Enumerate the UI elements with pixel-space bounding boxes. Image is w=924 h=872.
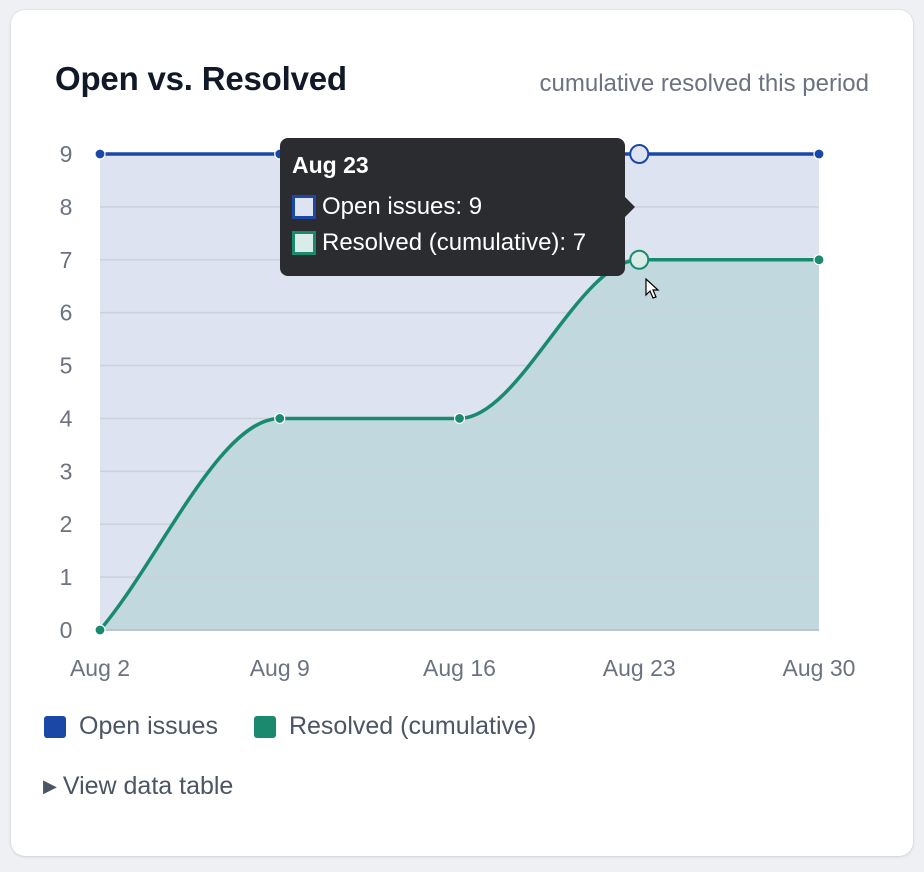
point-resolved bbox=[94, 624, 106, 636]
point-resolved bbox=[453, 412, 466, 425]
view-data-table-toggle[interactable]: ▶ View data table bbox=[43, 772, 233, 801]
tooltip-row-open: Open issues: 9 bbox=[292, 193, 613, 221]
legend-label-open: Open issues bbox=[79, 712, 218, 740]
x-tick-label: Aug 9 bbox=[250, 655, 310, 681]
point-open-issues bbox=[94, 148, 106, 160]
y-tick-label: 2 bbox=[60, 511, 73, 537]
point-resolved bbox=[813, 254, 825, 266]
y-tick-label: 4 bbox=[60, 405, 73, 431]
y-tick-label: 8 bbox=[60, 194, 73, 220]
view-data-table-label: View data table bbox=[62, 772, 234, 800]
tooltip-row-resolved: Resolved (cumulative): 7 bbox=[292, 229, 613, 257]
area-resolved bbox=[100, 259, 819, 630]
point-open-issues bbox=[629, 144, 650, 164]
chart-tooltip: Aug 23 Open issues: 9 Resolved (cumulati… bbox=[280, 138, 635, 276]
x-tick-label: Aug 23 bbox=[603, 655, 676, 681]
tooltip-swatch-resolved bbox=[292, 231, 316, 255]
x-tick-label: Aug 30 bbox=[783, 655, 856, 681]
y-tick-label: 3 bbox=[60, 458, 73, 484]
y-tick-label: 9 bbox=[60, 141, 73, 167]
y-tick-label: 0 bbox=[60, 617, 73, 643]
legend-item-resolved[interactable]: Resolved (cumulative) bbox=[253, 712, 537, 741]
tooltip-label-open: Open issues: 9 bbox=[322, 193, 483, 220]
legend-label-resolved: Resolved (cumulative) bbox=[288, 712, 537, 740]
tooltip-swatch-open bbox=[292, 195, 316, 219]
legend-swatch-open bbox=[44, 715, 66, 738]
y-tick-label: 1 bbox=[60, 564, 73, 590]
x-tick-label: Aug 16 bbox=[423, 655, 496, 681]
point-resolved bbox=[274, 412, 286, 425]
legend-item-open-issues[interactable]: Open issues bbox=[44, 712, 218, 741]
x-tick-label: Aug 2 bbox=[70, 655, 130, 681]
y-tick-label: 5 bbox=[60, 353, 73, 379]
legend-swatch-resolved bbox=[253, 715, 276, 738]
y-tick-label: 7 bbox=[60, 247, 73, 273]
tooltip-title: Aug 23 bbox=[292, 152, 369, 178]
point-open-issues bbox=[813, 148, 825, 160]
chart-legend: Open issues Resolved (cumulative) bbox=[44, 712, 536, 741]
tooltip-label-resolved: Resolved (cumulative): 7 bbox=[322, 229, 587, 256]
chart-title: Open vs. Resolved bbox=[55, 60, 347, 97]
chart-subtitle: cumulative resolved this period bbox=[539, 70, 870, 97]
point-resolved bbox=[629, 249, 650, 270]
caret-right-icon: ▶ bbox=[43, 776, 57, 796]
y-tick-label: 6 bbox=[60, 300, 73, 326]
mouse-pointer-icon bbox=[645, 278, 660, 299]
